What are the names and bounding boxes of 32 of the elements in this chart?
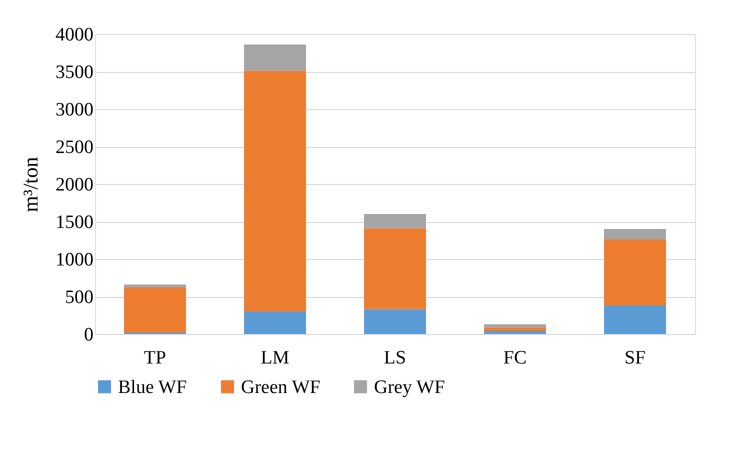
bar	[604, 306, 666, 334]
bar	[124, 288, 186, 332]
bar	[244, 44, 306, 71]
x-tick-label: SF	[624, 348, 646, 368]
legend-label: Grey WF	[374, 376, 445, 398]
bar	[484, 327, 546, 331]
y-axis-title: m³/ton	[18, 156, 42, 212]
y-tick-label: 4000	[56, 24, 94, 46]
y-tick-label: 2000	[56, 174, 94, 196]
y-tick-label: 500	[65, 287, 94, 308]
y-tick-label: 0	[84, 324, 94, 346]
bar	[124, 284, 186, 288]
x-tick-label: LS	[384, 348, 406, 368]
y-tick-label: 1000	[56, 250, 94, 270]
y-tick-label: 2500	[56, 137, 94, 158]
x-tick-label: FC	[503, 348, 527, 368]
x-tick-label: LM	[260, 348, 290, 368]
y-tick-label: 3500	[56, 62, 94, 83]
bar	[484, 324, 546, 328]
bar	[364, 228, 426, 310]
y-tick-label: 1500	[56, 212, 94, 233]
bar	[364, 309, 426, 334]
legend-label: Blue WF	[118, 376, 187, 398]
bar	[604, 240, 666, 306]
bar	[244, 312, 306, 334]
bar	[484, 331, 546, 334]
bar	[604, 229, 666, 240]
bar	[364, 214, 426, 228]
bar	[244, 70, 306, 312]
x-tick-label: TP	[144, 348, 166, 368]
y-tick-label: 3000	[56, 100, 94, 120]
legend-label: Green WF	[241, 376, 320, 398]
